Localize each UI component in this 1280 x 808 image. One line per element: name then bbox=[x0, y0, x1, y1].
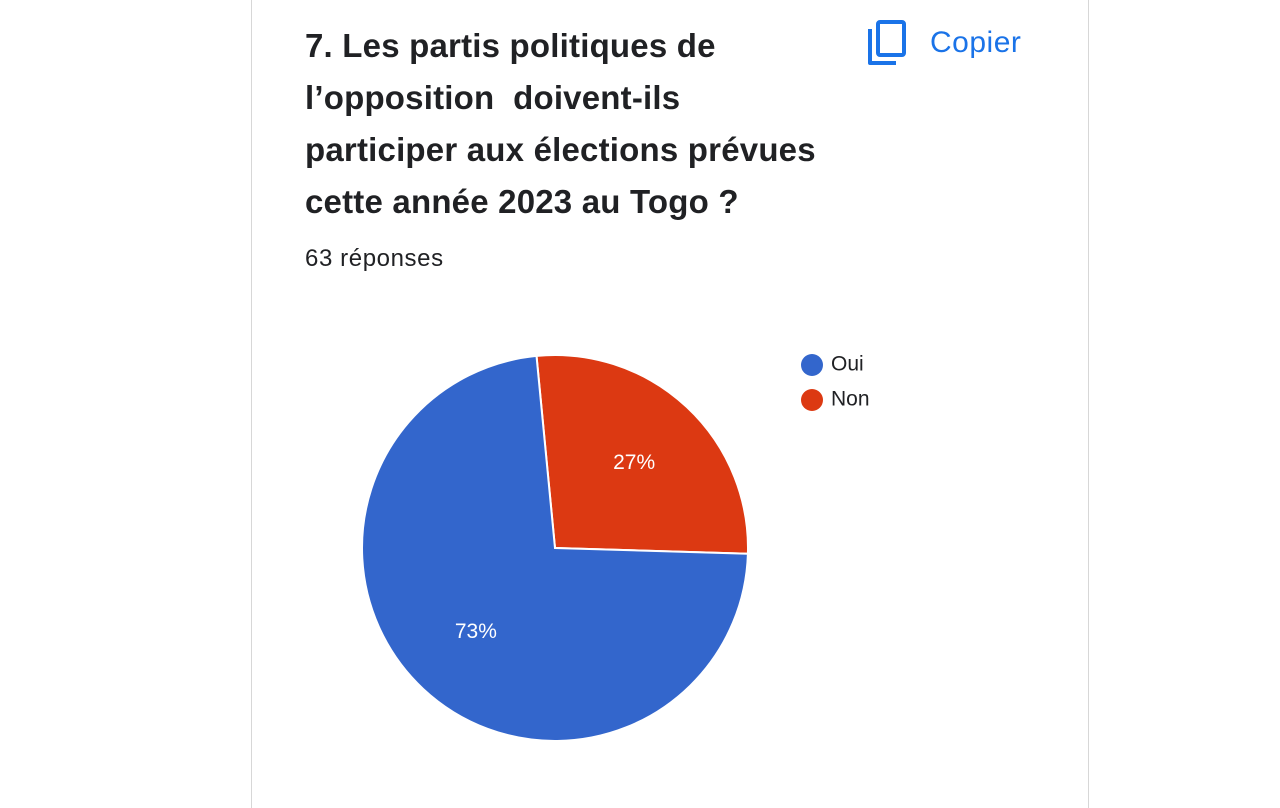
question-title-line: 7. Les partis politiques de bbox=[305, 27, 716, 64]
chart-legend: Oui Non bbox=[801, 353, 870, 411]
response-count: 63 réponses bbox=[305, 245, 444, 272]
question-card: 7. Les partis politiques de l’opposition… bbox=[251, 0, 1089, 808]
copy-button[interactable]: Copier bbox=[866, 18, 1021, 68]
question-title-line: participer aux élections prévues bbox=[305, 131, 816, 168]
pie-slice-non[interactable] bbox=[535, 354, 749, 555]
copy-icon bbox=[868, 20, 906, 65]
pie-chart: 27% 73% Oui Non bbox=[361, 353, 870, 742]
pie-labels: 27% 73% bbox=[455, 451, 655, 643]
legend-item-non[interactable]: Non bbox=[801, 388, 870, 411]
question-title: 7. Les partis politiques de l’opposition… bbox=[305, 20, 845, 228]
question-title-line: l’opposition doivent-ils bbox=[305, 79, 681, 116]
legend-swatch-oui bbox=[801, 354, 823, 376]
pie-label-non: 27% bbox=[613, 451, 655, 474]
pie-slices bbox=[361, 354, 749, 742]
question-title-line: cette année 2023 au Togo ? bbox=[305, 183, 739, 220]
legend-label-non: Non bbox=[831, 388, 870, 411]
copy-label: Copier bbox=[930, 26, 1022, 59]
pie-slice-oui[interactable] bbox=[361, 354, 749, 742]
legend-item-oui[interactable]: Oui bbox=[801, 353, 864, 376]
pie-label-oui: 73% bbox=[455, 620, 497, 643]
legend-label-oui: Oui bbox=[831, 353, 864, 376]
legend-swatch-non bbox=[801, 389, 823, 411]
